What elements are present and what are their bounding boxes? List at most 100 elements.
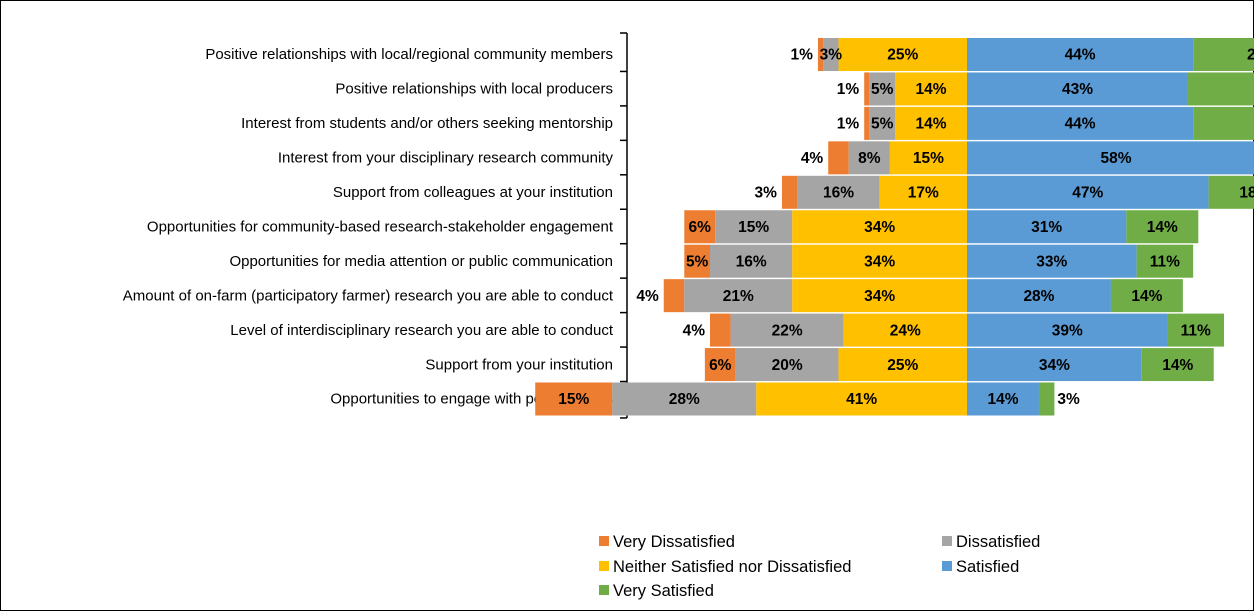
data-label-dissatisfied: 20% — [772, 357, 803, 374]
bar-very-dissatisfied — [710, 313, 731, 347]
legend-swatch-very-dissatisfied — [599, 536, 609, 546]
category-label-interest-from-your-disciplinary-research: Interest from your disciplinary research… — [278, 150, 614, 167]
data-label-satisfied: 44% — [1065, 116, 1096, 133]
data-label-dissatisfied: 3% — [820, 47, 843, 64]
data-label-very-dissatisfied: 1% — [837, 81, 860, 98]
legend-item-satisfied: Satisfied — [942, 558, 1019, 576]
category-label-support-from-your-institution: Support from your institution — [425, 356, 613, 373]
legend-swatch-satisfied — [942, 561, 952, 571]
bar-very-dissatisfied — [817, 38, 824, 71]
data-label-dissatisfied: 5% — [871, 81, 894, 98]
bar-very-satisfied — [1141, 348, 1214, 382]
bar-satisfied — [967, 141, 1254, 175]
bar-very-satisfied — [1208, 175, 1254, 209]
bar-dissatisfied — [735, 348, 839, 382]
bar-very-dissatisfied — [864, 72, 870, 106]
data-label-very-dissatisfied: 1% — [837, 116, 860, 133]
data-label-satisfied: 39% — [1052, 322, 1083, 339]
bar-very-dissatisfied — [704, 348, 736, 382]
data-label-neither-satisfied-nor-dissatisfied: 41% — [846, 391, 877, 408]
data-label-neither-satisfied-nor-dissatisfied: 34% — [864, 288, 895, 305]
bar-satisfied — [967, 72, 1189, 106]
bar-neither-satisfied-nor-dissatisfied — [792, 210, 967, 244]
bar-satisfied — [967, 244, 1137, 278]
bar-neither-satisfied-nor-dissatisfied — [756, 382, 967, 416]
data-label-neither-satisfied-nor-dissatisfied: 17% — [908, 185, 939, 202]
bar-neither-satisfied-nor-dissatisfied — [792, 279, 967, 313]
bar-very-satisfied — [1193, 106, 1254, 140]
bar-very-satisfied — [1038, 382, 1055, 416]
bar-satisfied — [967, 313, 1168, 347]
legend-label-very-satisfied: Very Satisfied — [613, 582, 714, 600]
data-label-satisfied: 58% — [1101, 150, 1132, 167]
data-label-very-satisfied: 27% — [1247, 47, 1254, 64]
data-label-dissatisfied: 8% — [858, 150, 881, 167]
category-label-amount-of-on-farm-participatory-farmer-r: Amount of on-farm (participatory farmer)… — [123, 287, 614, 304]
data-label-satisfied: 28% — [1023, 288, 1054, 305]
data-label-neither-satisfied-nor-dissatisfied: 14% — [916, 81, 947, 98]
data-label-very-dissatisfied: 6% — [709, 357, 732, 374]
category-label-positive-relationships-with-local-region: Positive relationships with local/region… — [205, 46, 613, 63]
bar-neither-satisfied-nor-dissatisfied — [895, 72, 967, 106]
legend-label-satisfied: Satisfied — [956, 558, 1019, 576]
data-label-very-dissatisfied: 3% — [755, 185, 778, 202]
bar-very-dissatisfied — [535, 382, 613, 416]
legend-swatch-dissatisfied — [942, 536, 952, 546]
data-label-neither-satisfied-nor-dissatisfied: 25% — [887, 357, 918, 374]
bar-satisfied — [967, 210, 1127, 244]
bar-neither-satisfied-nor-dissatisfied — [895, 106, 967, 140]
data-label-very-satisfied: 11% — [1181, 322, 1211, 339]
bar-satisfied — [967, 382, 1039, 416]
bar-very-satisfied — [1110, 279, 1183, 313]
category-axis — [620, 32, 628, 419]
data-label-very-satisfied: 11% — [1150, 253, 1180, 270]
data-label-satisfied: 31% — [1031, 219, 1062, 236]
data-label-dissatisfied: 22% — [772, 322, 803, 339]
bar-very-dissatisfied — [864, 106, 870, 140]
data-label-very-satisfied: 14% — [1162, 357, 1193, 374]
data-label-neither-satisfied-nor-dissatisfied: 34% — [864, 253, 895, 270]
data-label-dissatisfied: 16% — [823, 185, 854, 202]
bar-dissatisfied — [715, 210, 793, 244]
data-label-very-dissatisfied: 4% — [683, 322, 706, 339]
data-label-neither-satisfied-nor-dissatisfied: 24% — [890, 322, 921, 339]
data-label-satisfied: 47% — [1072, 185, 1103, 202]
legend-label-very-dissatisfied: Very Dissatisfied — [613, 533, 735, 551]
legend-item-dissatisfied: Dissatisfied — [942, 533, 1040, 551]
data-label-dissatisfied: 28% — [669, 391, 700, 408]
legend-swatch-very-satisfied — [599, 585, 609, 595]
category-label-level-of-interdisciplinary-research-you-: Level of interdisciplinary research you … — [230, 322, 614, 339]
legend-label-dissatisfied: Dissatisfied — [956, 533, 1040, 551]
bar-neither-satisfied-nor-dissatisfied — [838, 348, 967, 382]
bar-neither-satisfied-nor-dissatisfied — [838, 38, 967, 71]
data-label-dissatisfied: 21% — [723, 288, 754, 305]
legend-item-very-dissatisfied: Very Dissatisfied — [599, 533, 735, 551]
data-label-dissatisfied: 15% — [738, 219, 769, 236]
category-labels: Positive relationships with local/region… — [123, 46, 614, 408]
bar-dissatisfied — [612, 382, 757, 416]
legend-label-neither-satisfied-nor-dissatisfied: Neither Satisfied nor Dissatisfied — [613, 558, 851, 576]
bar-dissatisfied — [823, 38, 839, 71]
bar-very-dissatisfied — [663, 279, 685, 313]
bar-dissatisfied — [684, 279, 793, 313]
bar-very-dissatisfied — [684, 244, 710, 278]
data-label-neither-satisfied-nor-dissatisfied: 25% — [887, 47, 918, 64]
data-label-very-satisfied: 18% — [1239, 185, 1254, 202]
data-label-very-dissatisfied: 15% — [558, 391, 589, 408]
data-label-satisfied: 43% — [1062, 81, 1093, 98]
data-label-very-dissatisfied: 1% — [791, 47, 814, 64]
bar-very-dissatisfied — [781, 175, 798, 209]
data-label-satisfied: 33% — [1036, 253, 1067, 270]
category-label-interest-from-students-and-or-others-see: Interest from students and/or others see… — [241, 115, 613, 132]
bar-very-satisfied — [1188, 72, 1254, 106]
data-label-satisfied: 34% — [1039, 357, 1070, 374]
category-label-support-from-colleagues-at-your-institut: Support from colleagues at your institut… — [333, 184, 613, 201]
data-labels: 1%3%25%44%27%1%5%14%43%37%1%5%14%44%36%4… — [558, 47, 1254, 409]
legend: Very Dissatisfied Dissatisfied Neither Sat… — [599, 533, 1040, 600]
data-label-dissatisfied: 16% — [736, 253, 767, 270]
bar-satisfied — [967, 348, 1142, 382]
data-label-very-dissatisfied: 4% — [636, 288, 659, 305]
legend-swatch-neither-satisfied-nor-dissatisfied — [599, 561, 609, 571]
